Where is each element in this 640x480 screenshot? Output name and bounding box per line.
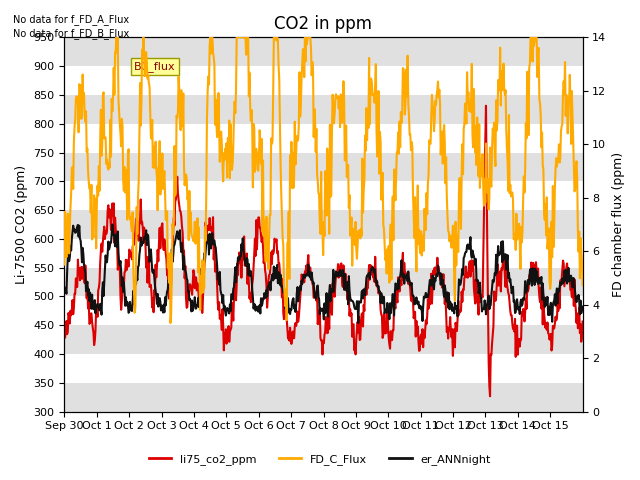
Bar bbox=[65, 153, 582, 181]
Y-axis label: FD chamber flux (ppm): FD chamber flux (ppm) bbox=[612, 152, 625, 297]
Text: No data for f_FD_B_Flux: No data for f_FD_B_Flux bbox=[13, 28, 129, 39]
Bar bbox=[65, 325, 582, 354]
Bar bbox=[65, 383, 582, 412]
Y-axis label: Li-7500 CO2 (ppm): Li-7500 CO2 (ppm) bbox=[15, 165, 28, 284]
Text: No data for f_FD_A_Flux: No data for f_FD_A_Flux bbox=[13, 13, 129, 24]
Bar bbox=[65, 37, 582, 66]
Title: CO2 in ppm: CO2 in ppm bbox=[275, 15, 372, 33]
Bar bbox=[65, 210, 582, 239]
Text: BC_flux: BC_flux bbox=[134, 61, 176, 72]
Bar bbox=[65, 95, 582, 124]
Legend: li75_co2_ppm, FD_C_Flux, er_ANNnight: li75_co2_ppm, FD_C_Flux, er_ANNnight bbox=[145, 450, 495, 469]
Bar bbox=[65, 268, 582, 297]
